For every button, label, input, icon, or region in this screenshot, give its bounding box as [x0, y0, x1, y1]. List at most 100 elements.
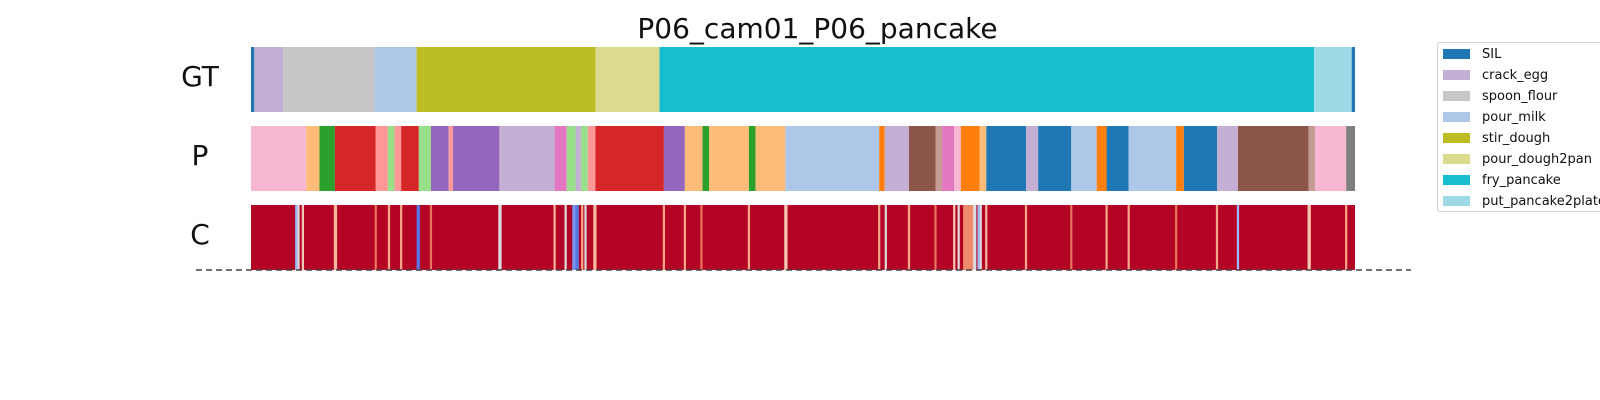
- segment-c: [784, 205, 788, 270]
- segment-c: [953, 205, 956, 270]
- row-label-c: C: [190, 218, 210, 251]
- segment-c: [416, 205, 420, 270]
- legend-item-spoon-flour: spoon_flour: [1443, 88, 1557, 104]
- segment-p: [430, 126, 449, 191]
- segment-p: [319, 126, 335, 191]
- segment-p: [684, 126, 703, 191]
- segment-c: [907, 205, 911, 270]
- segment-gt: [283, 47, 375, 112]
- segment-p: [935, 126, 943, 191]
- segment-p: [1176, 126, 1184, 191]
- segment-c: [593, 205, 597, 270]
- legend-label: stir_dough: [1482, 130, 1551, 146]
- legend-swatch: [1443, 133, 1470, 143]
- segment-c: [1175, 205, 1178, 270]
- legend-label: fry_pancake: [1482, 172, 1561, 188]
- segment-p: [709, 126, 749, 191]
- segment-p: [663, 126, 685, 191]
- segment-gt: [659, 47, 1315, 112]
- legend-swatch: [1443, 112, 1470, 122]
- segment-c: [662, 205, 665, 270]
- segment-c: [1105, 205, 1108, 270]
- legend-item-sil: SIL: [1443, 46, 1501, 62]
- segment-c: [301, 205, 304, 270]
- segment-c: [973, 205, 977, 270]
- segment-c: [575, 205, 579, 270]
- segment-p: [401, 126, 419, 191]
- segment-p: [394, 126, 402, 191]
- legend-item-put-pancake2plate: put_pancake2plate: [1443, 193, 1600, 209]
- segment-c: [295, 205, 298, 270]
- segment-p: [954, 126, 961, 191]
- segment-p: [755, 126, 786, 191]
- segment-p: [448, 126, 454, 191]
- segment-p: [1071, 126, 1097, 191]
- segment-c: [572, 205, 576, 270]
- legend-item-pour-dough2pan: pour_dough2pan: [1443, 151, 1592, 167]
- row-label-gt: GT: [181, 60, 219, 93]
- segment-c: [333, 205, 338, 270]
- segment-gt: [595, 47, 660, 112]
- segment-c: [374, 205, 377, 270]
- legend-label: put_pancake2plate: [1482, 193, 1600, 209]
- legend-item-stir-dough: stir_dough: [1443, 130, 1550, 146]
- segment-c: [957, 205, 960, 270]
- segment-c: [400, 205, 403, 270]
- segment-p: [879, 126, 885, 191]
- segment-p: [1346, 126, 1355, 191]
- segment-p: [1106, 126, 1129, 191]
- legend-label: spoon_flour: [1482, 88, 1558, 104]
- segment-p: [1038, 126, 1072, 191]
- segment-p: [1237, 126, 1309, 191]
- segment-p: [453, 126, 500, 191]
- segment-c: [1345, 205, 1348, 270]
- segment-p: [908, 126, 936, 191]
- segment-c: [1024, 205, 1028, 270]
- segment-c: [963, 205, 974, 270]
- legend-item-fry-pancake: fry_pancake: [1443, 172, 1561, 188]
- segment-p: [418, 126, 431, 191]
- segment-p: [566, 126, 576, 191]
- segment-p: [575, 126, 582, 191]
- legend-label: SIL: [1482, 46, 1502, 62]
- legend-swatch: [1443, 91, 1470, 101]
- segment-c: [564, 205, 567, 270]
- segment-p: [1096, 126, 1107, 191]
- segment-c: [884, 205, 887, 270]
- segment-p: [960, 126, 980, 191]
- segment-gt: [251, 47, 255, 112]
- segment-c: [1127, 205, 1130, 270]
- chart-title: P06_cam01_P06_pancake: [637, 12, 998, 45]
- legend-swatch: [1443, 70, 1470, 80]
- segment-gt: [416, 47, 596, 112]
- confidence-bar-c: [251, 205, 1355, 270]
- legend-item-pour-milk: pour_milk: [1443, 109, 1546, 125]
- segment-p: [595, 126, 664, 191]
- segment-p: [702, 126, 710, 191]
- segment-c: [1215, 205, 1219, 270]
- segment-c: [934, 205, 937, 270]
- legend-swatch: [1443, 196, 1470, 206]
- segment-p: [1128, 126, 1177, 191]
- segment-c: [1307, 205, 1311, 270]
- segment-c: [979, 205, 982, 270]
- segment-c: [584, 205, 587, 270]
- segment-c: [977, 205, 980, 270]
- segment-c: [878, 205, 881, 270]
- segment-c: [700, 205, 703, 270]
- segment-p: [1217, 126, 1238, 191]
- segment-c: [683, 205, 686, 270]
- segment-gt: [1351, 47, 1355, 112]
- segment-p: [1183, 126, 1217, 191]
- segment-c: [747, 205, 751, 270]
- segment-p: [1308, 126, 1316, 191]
- segment-p: [587, 126, 596, 191]
- segment-c: [498, 205, 502, 270]
- segment-p: [334, 126, 376, 191]
- segment-c: [581, 205, 584, 270]
- segment-gt: [254, 47, 284, 112]
- segment-p: [251, 126, 307, 191]
- legend-item-crack-egg: crack_egg: [1443, 67, 1548, 83]
